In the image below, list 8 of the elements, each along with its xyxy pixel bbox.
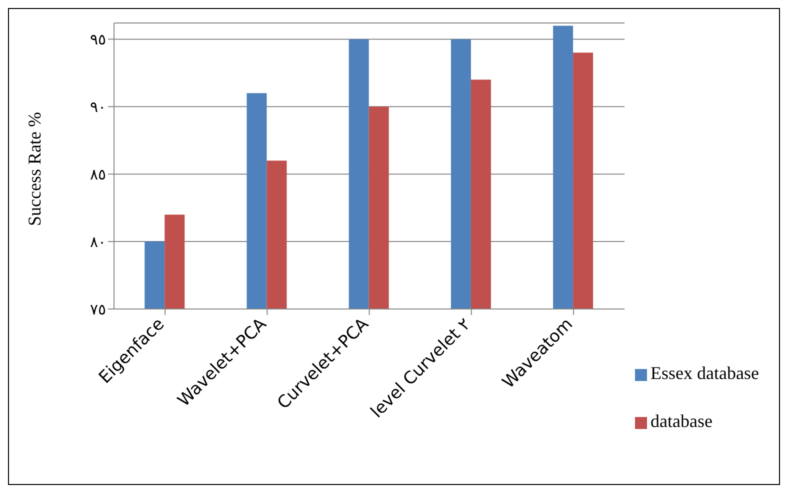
y-tick-label: ٨٥ <box>90 167 106 184</box>
y-tick-label: ٩٠ <box>90 100 106 116</box>
legend-label: Essex database <box>650 363 759 383</box>
y-axis-title: Success Rate % <box>24 112 44 226</box>
legend-label: database <box>650 411 712 431</box>
y-tick-label: ٩٥ <box>90 32 106 49</box>
y-tick-label: ٨٠ <box>90 234 106 251</box>
y-tick-label: ٧٥ <box>90 302 106 318</box>
